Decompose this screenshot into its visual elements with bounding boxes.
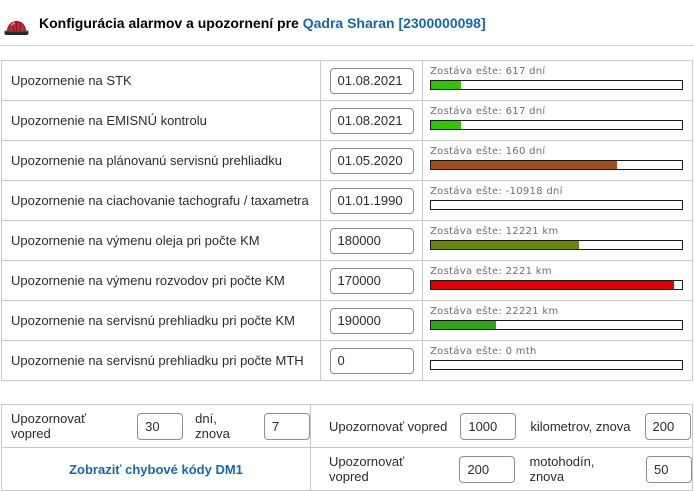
alarm-value-cell [321, 101, 423, 140]
alarm-value-cell [321, 261, 423, 300]
advance-settings-table: Upozornovať vopred dní, znova Upozornova… [1, 404, 693, 491]
advance-days-input[interactable] [137, 412, 184, 440]
alarm-row: Upozornenie na výmenu rozvodov pri počte… [2, 261, 692, 301]
dm1-cell: Zobraziť chybové kódy DM1 [2, 448, 311, 490]
advance-mth-input[interactable] [459, 455, 516, 483]
advance-mth-unit: motohodín, znova [529, 454, 595, 484]
alarm-value-cell [321, 341, 423, 380]
remaining-label: Zostáva ešte: 12221 km [430, 226, 559, 237]
alarm-progress-cell: Zostáva ešte: 22221 km [423, 301, 692, 340]
advance-mth-again-input[interactable] [646, 455, 692, 483]
alarm-value-cell [321, 301, 423, 340]
progress-fill [431, 281, 675, 289]
alarm-progress-cell: Zostáva ešte: 617 dní [423, 101, 692, 140]
advance-row-2: Zobraziť chybové kódy DM1 Upozornovať vo… [2, 448, 692, 490]
alarm-value-cell [321, 141, 423, 180]
advance-row-1: Upozornovať vopred dní, znova Upozornova… [2, 405, 692, 448]
alarm-progress-cell: Zostáva ešte: 0 mth [423, 341, 692, 380]
alarm-progress-cell: Zostáva ešte: 2221 km [423, 261, 692, 300]
progress-fill [431, 161, 617, 169]
alarm-row-label: Upozornenie na plánovanú servisnú prehli… [2, 141, 321, 180]
title-prefix: Konfigurácia alarmov a upozornení pre [39, 14, 299, 31]
alarm-value-input[interactable] [329, 187, 414, 214]
remaining-label: Zostáva ešte: 617 dní [430, 106, 546, 117]
alarm-row-label: Upozornenie na STK [2, 61, 321, 100]
remaining-label: Zostáva ešte: -10918 dní [430, 186, 563, 197]
advance-mth-cell: Upozornovať vopred motohodín, znova [311, 448, 692, 490]
alarm-value-cell [321, 181, 423, 220]
progress-bar [430, 360, 683, 370]
page-title: Konfigurácia alarmov a upozornení pre Qa… [39, 15, 486, 31]
alarm-row-label: Upozornenie na ciachovanie tachografu / … [2, 181, 321, 220]
alarm-row-label: Upozornenie na servisnú prehliadku pri p… [2, 341, 321, 380]
advance-km-unit: kilometrov, znova [530, 418, 631, 434]
alarm-row: Upozornenie na servisnú prehliadku pri p… [2, 301, 692, 341]
alarm-value-cell [321, 221, 423, 260]
progress-bar [430, 120, 683, 130]
alarm-value-input[interactable] [329, 227, 414, 254]
alarm-value-input[interactable] [329, 267, 414, 294]
alarm-progress-cell: Zostáva ešte: 160 dní [423, 141, 692, 180]
alarm-value-input[interactable] [329, 107, 414, 134]
alarm-row: Upozornenie na STK Zostáva ešte: 617 dní [2, 61, 692, 101]
alarm-value-input[interactable] [329, 147, 414, 174]
remaining-label: Zostáva ešte: 2221 km [430, 266, 552, 277]
alarm-row-label: Upozornenie na výmenu oleja pri počte KM [2, 221, 321, 260]
progress-bar [430, 160, 683, 170]
alarm-row: Upozornenie na výmenu oleja pri počte KM… [2, 221, 692, 261]
remaining-label: Zostáva ešte: 0 mth [430, 346, 537, 357]
progress-fill [431, 321, 497, 329]
alarm-row-label: Upozornenie na výmenu rozvodov pri počte… [2, 261, 321, 300]
alarm-row-label: Upozornenie na EMISNÚ kontrolu [2, 101, 321, 140]
advance-days-cell: Upozornovať vopred dní, znova [2, 405, 311, 447]
remaining-label: Zostáva ešte: 617 dní [430, 66, 546, 77]
advance-km-again-input[interactable] [644, 412, 691, 440]
progress-fill [431, 81, 462, 89]
alarm-value-cell [321, 61, 423, 100]
advance-km-input[interactable] [460, 412, 517, 440]
alarm-value-input[interactable] [329, 307, 414, 334]
advance-km-cell: Upozornovať vopred kilometrov, znova [311, 405, 692, 447]
progress-fill [431, 241, 580, 249]
progress-fill [431, 121, 462, 129]
advance-km-label: Upozornovať vopred [329, 418, 448, 434]
progress-bar [430, 320, 683, 330]
progress-bar [430, 80, 683, 90]
alarm-row: Upozornenie na servisnú prehliadku pri p… [2, 341, 692, 380]
alarm-progress-cell: Zostáva ešte: 12221 km [423, 221, 692, 260]
page-header: Konfigurácia alarmov a upozornení pre Qa… [0, 0, 694, 36]
remaining-label: Zostáva ešte: 160 dní [430, 146, 546, 157]
progress-bar [430, 280, 683, 290]
advance-mth-label: Upozornovať vopred [329, 454, 404, 484]
dm1-error-codes-link[interactable]: Zobraziť chybové kódy DM1 [69, 461, 243, 477]
header-separator [0, 45, 694, 46]
alarm-row: Upozornenie na EMISNÚ kontrolu Zostáva e… [2, 101, 692, 141]
advance-days-label: Upozornovať vopred [11, 411, 86, 441]
progress-bar [430, 200, 683, 210]
alarm-row: Upozornenie na ciachovanie tachografu / … [2, 181, 692, 221]
alarm-row-label: Upozornenie na servisnú prehliadku pri p… [2, 301, 321, 340]
vehicle-id[interactable]: [2300000098] [398, 14, 486, 31]
alarm-row: Upozornenie na plánovanú servisnú prehli… [2, 141, 692, 181]
siren-icon [4, 21, 29, 35]
alarm-progress-cell: Zostáva ešte: -10918 dní [423, 181, 692, 220]
vehicle-name-link[interactable]: Qadra Sharan [302, 14, 395, 31]
progress-bar [430, 240, 683, 250]
alarm-progress-cell: Zostáva ešte: 617 dní [423, 61, 692, 100]
advance-days-unit: dní, znova [195, 411, 230, 441]
remaining-label: Zostáva ešte: 22221 km [430, 306, 559, 317]
alarm-value-input[interactable] [329, 67, 414, 94]
alarm-value-input[interactable] [329, 347, 414, 374]
alarm-table: Upozornenie na STK Zostáva ešte: 617 dní… [1, 60, 693, 381]
advance-days-again-input[interactable] [264, 412, 310, 440]
